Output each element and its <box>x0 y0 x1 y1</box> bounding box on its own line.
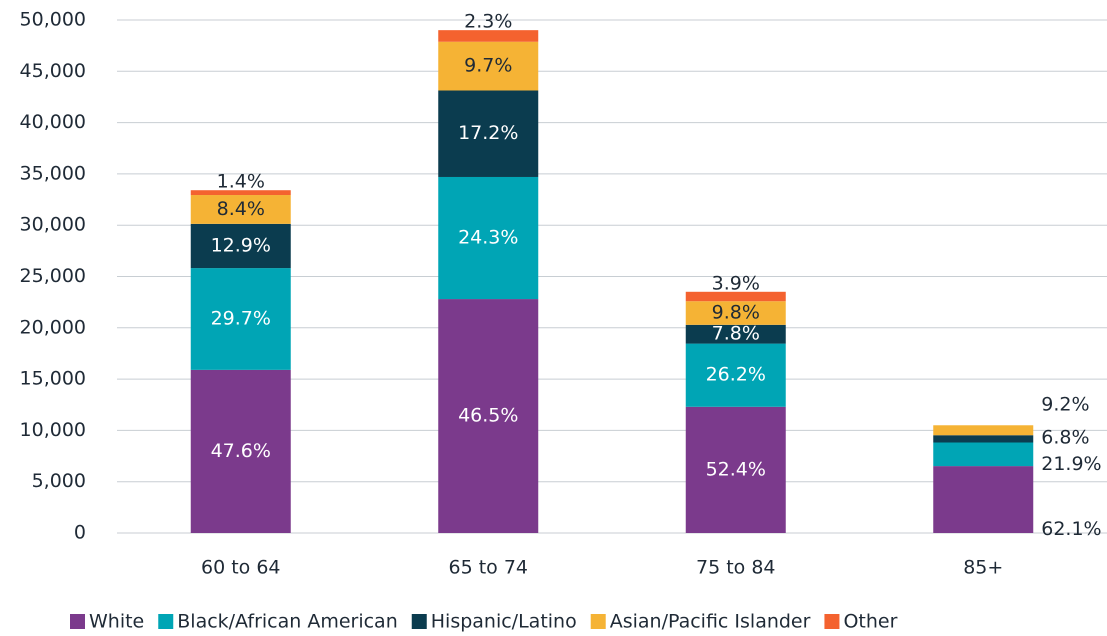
x-tick-label: 75 to 84 <box>696 557 776 579</box>
legend-label: Asian/Pacific Islander <box>610 611 811 633</box>
bar-segment <box>685 343 786 407</box>
data-label: 29.7% <box>211 307 271 329</box>
bar-segment <box>438 41 539 91</box>
data-label: 46.5% <box>458 405 518 427</box>
legend-swatch <box>70 614 85 629</box>
y-tick-label: 20,000 <box>20 316 86 338</box>
data-label: 52.4% <box>706 458 766 480</box>
y-tick-label: 45,000 <box>20 60 86 82</box>
y-tick-label: 10,000 <box>20 419 86 441</box>
bar-segment <box>190 195 291 224</box>
bar-segment <box>190 190 291 196</box>
data-label: 47.6% <box>211 440 271 462</box>
bar-segment <box>438 176 539 300</box>
y-tick-label: 30,000 <box>20 214 86 236</box>
data-label: 9.7% <box>464 55 512 77</box>
legend-label: Hispanic/Latino <box>431 611 577 633</box>
y-tick-label: 0 <box>74 522 86 544</box>
data-label: 8.4% <box>217 198 265 220</box>
bar-segment <box>190 268 291 370</box>
bar-segment <box>190 223 291 269</box>
bar-segment <box>685 291 786 302</box>
x-tick-label: 65 to 74 <box>448 557 528 579</box>
bar-segment <box>933 425 1034 436</box>
legend-label: Black/African American <box>177 611 398 633</box>
data-label: 3.9% <box>712 272 760 294</box>
bar-segment <box>438 30 539 42</box>
legend-swatch <box>824 614 840 629</box>
bar-segment <box>933 466 1034 533</box>
legend-swatch <box>411 614 427 629</box>
bar-segment <box>933 442 1034 467</box>
legend-label: Other <box>843 611 897 633</box>
y-tick-label: 50,000 <box>20 9 86 31</box>
bar-segment <box>438 90 539 177</box>
legend-label: White <box>89 611 144 633</box>
y-tick-label: 40,000 <box>20 111 86 133</box>
bar-segment <box>685 406 786 533</box>
data-label: 17.2% <box>458 122 518 144</box>
data-label: 2.3% <box>464 11 512 33</box>
x-tick-label: 60 to 64 <box>201 557 281 579</box>
bar-segment <box>685 324 786 344</box>
y-tick-label: 35,000 <box>20 162 86 184</box>
data-label: 12.9% <box>211 234 271 256</box>
data-label: 26.2% <box>706 364 766 386</box>
legend-swatch <box>158 614 174 629</box>
y-tick-label: 25,000 <box>20 265 86 287</box>
data-label: 7.8% <box>712 323 760 345</box>
bar-segment <box>933 435 1034 443</box>
data-label: 9.8% <box>712 302 760 324</box>
data-label: 9.2% <box>1041 394 1089 416</box>
legend-swatch <box>590 614 606 629</box>
data-label: 24.3% <box>458 227 518 249</box>
bar-segment <box>438 299 539 533</box>
data-label: 62.1% <box>1041 518 1101 540</box>
x-tick-label: 85+ <box>963 557 1003 579</box>
y-tick-label: 5,000 <box>32 470 86 492</box>
data-label: 1.4% <box>217 171 265 193</box>
y-tick-label: 15,000 <box>20 368 86 390</box>
data-label: 6.8% <box>1041 426 1089 448</box>
bar-segment <box>685 301 786 325</box>
data-label: 21.9% <box>1041 453 1101 475</box>
bar-segment <box>190 369 291 533</box>
